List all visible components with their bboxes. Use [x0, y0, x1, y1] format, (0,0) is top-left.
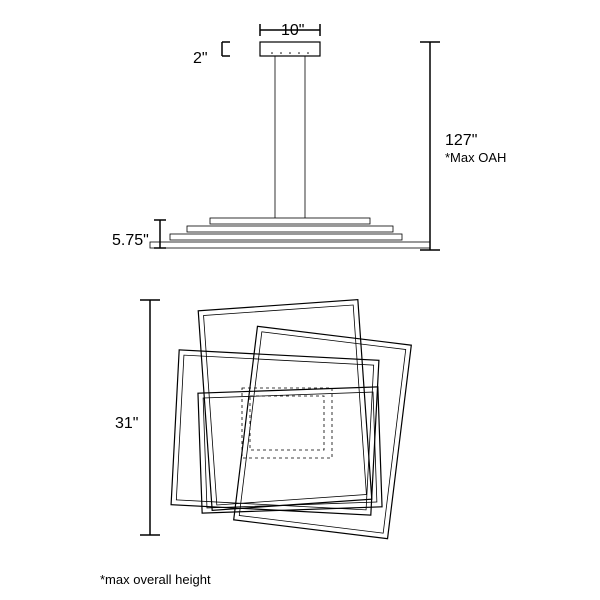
dim-width-top: 10": [281, 22, 304, 40]
dim-canopy-height: 2": [193, 50, 208, 68]
dim-overall-height: 127": [445, 132, 477, 150]
dim-overall-note: *Max OAH: [445, 150, 506, 165]
dim-plan-size: 31": [115, 415, 138, 433]
footnote: *max overall height: [100, 572, 211, 587]
dim-tier-height: 5.75": [112, 232, 149, 250]
technical-drawing: [0, 0, 600, 600]
